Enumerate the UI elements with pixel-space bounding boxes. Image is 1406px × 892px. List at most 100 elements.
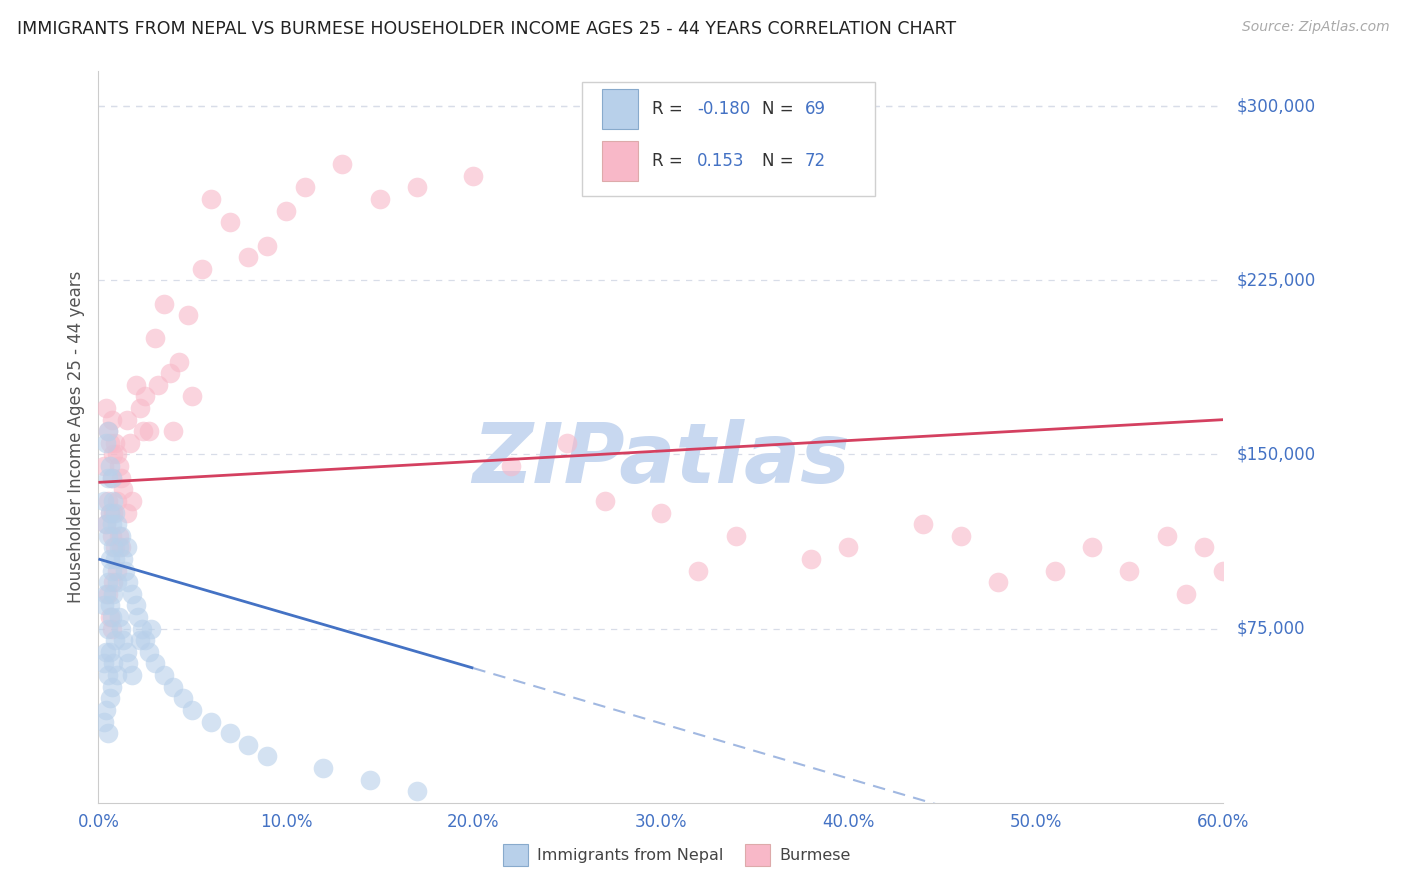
Point [98,506,121,520]
Point [1156,529,1178,543]
Text: 72: 72 [804,152,825,170]
Point [100,610,122,624]
Point [330,157,353,171]
Point [104,436,127,450]
Point [108,541,131,555]
Point [499,459,522,474]
Point [98,436,121,450]
Text: Source: ZipAtlas.com: Source: ZipAtlas.com [1241,20,1389,34]
Point [256,238,278,252]
Point [688,564,710,578]
Point [104,506,127,520]
Point [127,610,149,624]
Text: ZIPatlas: ZIPatlas [472,418,849,500]
Text: $150,000: $150,000 [1237,445,1316,464]
Point [100,471,122,485]
Point [132,424,155,438]
Point [138,645,160,659]
Text: N =: N = [762,152,799,170]
Point [97,726,120,740]
Point [167,354,190,368]
Point [111,633,134,648]
Point [139,622,162,636]
Point [125,377,148,392]
Point [555,436,578,450]
Point [121,668,143,682]
Point [100,564,122,578]
Point [111,552,134,566]
Point [1194,541,1216,555]
Point [138,424,160,438]
Point [1081,541,1104,555]
Point [104,552,127,566]
Point [800,552,823,566]
Point [94,517,117,532]
Point [172,691,194,706]
Point [134,389,156,403]
Point [115,412,138,426]
Point [111,483,134,497]
Point [238,738,260,752]
Point [949,529,972,543]
Point [837,541,859,555]
Point [359,772,381,787]
Point [105,575,128,590]
Point [103,587,125,601]
Point [115,506,138,520]
Point [143,657,166,671]
Bar [745,845,770,866]
Point [406,180,429,194]
Point [94,587,117,601]
Text: $75,000: $75,000 [1237,620,1306,638]
Point [128,401,150,415]
Point [100,471,122,485]
Point [162,424,184,438]
Point [218,215,240,229]
Point [1043,564,1066,578]
Point [100,517,122,532]
Point [98,645,121,659]
Point [110,541,132,555]
Point [143,331,166,345]
Bar [602,141,638,181]
Point [98,610,121,624]
Point [108,529,131,543]
Point [97,529,120,543]
Point [406,784,429,798]
Point [110,622,132,636]
Point [97,424,120,438]
Point [98,691,121,706]
Point [93,599,115,613]
Point [200,714,222,729]
Point [94,645,117,659]
Point [115,645,138,659]
Text: Burmese: Burmese [779,848,851,863]
Point [114,564,136,578]
Text: -0.180: -0.180 [697,100,749,118]
Text: 69: 69 [804,100,825,118]
Point [104,633,127,648]
Point [117,657,139,671]
Point [128,633,150,648]
Point [593,494,616,508]
Point [100,680,122,694]
Point [121,587,143,601]
Point [131,622,153,636]
Point [190,261,212,276]
Point [105,668,128,682]
Point [312,761,335,775]
Point [98,506,121,520]
Point [121,494,143,508]
Bar [503,845,529,866]
Point [1174,587,1197,601]
Point [103,657,125,671]
Point [200,192,222,206]
Point [724,529,747,543]
Text: 0.153: 0.153 [697,152,744,170]
FancyBboxPatch shape [582,82,875,195]
Point [1212,564,1234,578]
Point [103,494,125,508]
Point [274,203,297,218]
Text: $225,000: $225,000 [1237,271,1316,289]
Text: Immigrants from Nepal: Immigrants from Nepal [537,848,724,863]
